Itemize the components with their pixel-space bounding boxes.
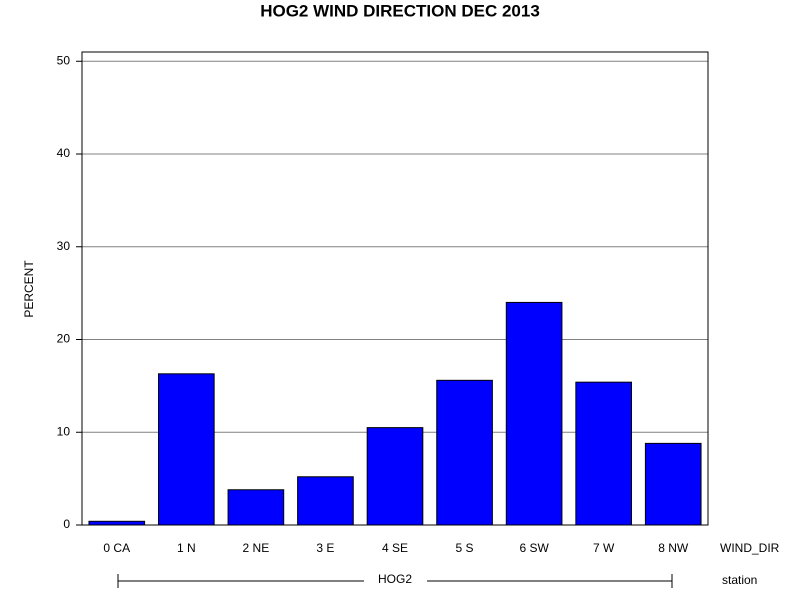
plot-frame [81, 51, 709, 526]
bar [88, 520, 146, 526]
group-axis-label: station [722, 573, 757, 587]
bar [644, 442, 702, 526]
bar [575, 381, 632, 526]
x-tick-label: 0 CA [103, 541, 130, 555]
bar [227, 489, 285, 526]
x-tick-label: 7 W [593, 541, 615, 555]
x-tick-label: 5 S [456, 541, 474, 555]
y-tick-label: 30 [57, 239, 71, 253]
y-axis-label: PERCENT [22, 260, 36, 318]
bar [505, 301, 563, 526]
bar [158, 373, 215, 526]
group-label: HOG2 [378, 572, 412, 586]
bar [366, 427, 424, 526]
x-tick-label: 8 NW [658, 541, 689, 555]
x-tick-label: 1 N [177, 541, 196, 555]
y-tick-label: 20 [57, 332, 71, 346]
y-tick-label: 50 [57, 53, 71, 67]
y-tick-label: 0 [63, 517, 70, 531]
bar [297, 476, 354, 526]
chart-title: HOG2 WIND DIRECTION DEC 2013 [260, 1, 540, 20]
x-tick-label: 6 SW [519, 541, 549, 555]
y-tick-label: 10 [57, 424, 71, 438]
x-tick-label: 4 SE [382, 541, 408, 555]
x-tick-label: 2 NE [243, 541, 270, 555]
bar [436, 379, 493, 526]
x-axis-label: WIND_DIR [720, 541, 780, 555]
y-tick-label: 40 [57, 146, 71, 160]
x-tick-label: 3 E [316, 541, 334, 555]
